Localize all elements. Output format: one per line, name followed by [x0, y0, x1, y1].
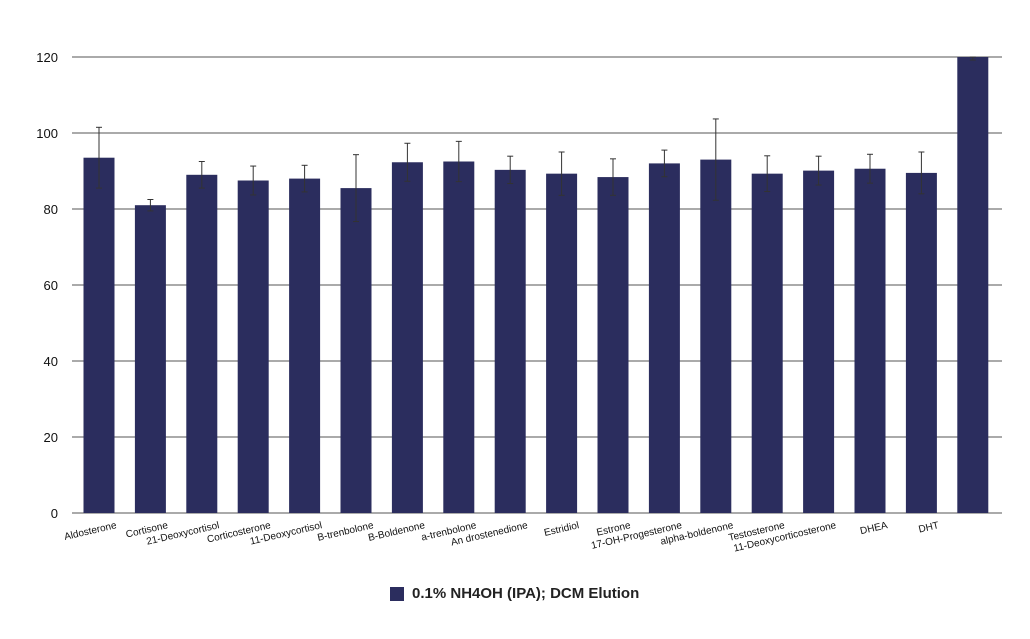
- legend-label: 0.1% NH4OH (IPA); DCM Elution: [412, 585, 640, 602]
- bar: [700, 159, 732, 513]
- bar: [289, 178, 321, 513]
- y-tick-label: 0: [51, 506, 58, 521]
- bar: [803, 170, 835, 513]
- y-tick-label: 40: [44, 354, 58, 369]
- x-tick-label: Estridiol: [543, 520, 580, 539]
- bar: [751, 173, 783, 513]
- x-tick-label: B-Boldenone: [367, 520, 426, 544]
- x-tick-label: DHEA: [859, 520, 889, 537]
- bar: [494, 169, 526, 514]
- bar: [546, 173, 578, 513]
- bar: [957, 57, 989, 513]
- bar: [340, 188, 372, 513]
- bar: [443, 161, 475, 513]
- y-tick-label: 60: [44, 278, 58, 293]
- bar: [83, 157, 115, 513]
- legend: 0.1% NH4OH (IPA); DCM Elution: [390, 585, 639, 602]
- bar: [648, 163, 680, 513]
- x-tick-label: Aldosterone: [63, 520, 118, 543]
- legend-swatch: [390, 586, 404, 601]
- x-tick-label: DHT: [918, 520, 941, 535]
- y-tick-label: 100: [36, 126, 58, 141]
- bar: [905, 172, 937, 513]
- bar: [134, 205, 166, 513]
- y-tick-label: 20: [44, 430, 58, 445]
- bar: [237, 180, 269, 513]
- x-tick-label: B-trenbolone: [316, 520, 375, 544]
- bar: [597, 177, 629, 513]
- bar: [854, 168, 886, 513]
- bar: [186, 174, 218, 514]
- y-tick-label: 80: [44, 202, 58, 217]
- bar: [391, 162, 423, 513]
- y-tick-label: 120: [36, 50, 58, 65]
